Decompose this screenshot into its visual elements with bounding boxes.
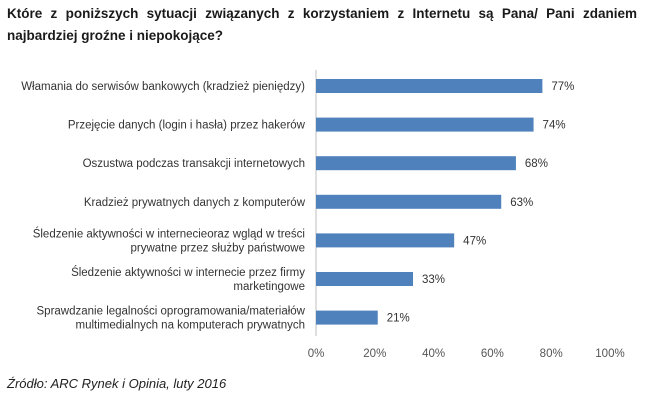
chart-title: Które z poniższych sytuacji związanych z…	[7, 6, 637, 43]
category-label-line: Przejęcie danych (login i hasła) przez h…	[68, 120, 306, 132]
data-label: 77%	[551, 81, 574, 93]
category-label-line: marketingowe	[233, 281, 305, 293]
bar	[316, 156, 516, 171]
category-label: Oszustwa podczas transakcji internetowyc…	[83, 158, 305, 170]
bar	[316, 117, 534, 132]
category-label: Kradzież prywatnych danych z komputerów	[84, 197, 306, 209]
category-label: Śledzenie aktywności w internecie przez …	[71, 266, 305, 293]
category-label-line: Sprawdzanie legalności oprogramowania/ma…	[37, 306, 306, 318]
bar	[316, 233, 455, 248]
x-tick-label: 0%	[308, 348, 325, 360]
category-label-line: Śledzenie aktywności w internecieoraz wg…	[33, 227, 305, 240]
x-tick-label: 80%	[540, 348, 563, 360]
category-label: Włamania do serwisów bankowych (kradzież…	[21, 81, 305, 93]
source-note: Źródło: ARC Rynek i Opinia, luty 2016	[7, 376, 227, 391]
data-label: 33%	[422, 274, 445, 286]
bar	[316, 310, 378, 325]
data-label: 68%	[525, 158, 548, 170]
bar	[316, 194, 502, 209]
data-label: 47%	[463, 235, 486, 247]
x-tick-label: 60%	[481, 348, 504, 360]
category-label-line: Kradzież prywatnych danych z komputerów	[84, 197, 306, 209]
category-label: Przejęcie danych (login i hasła) przez h…	[68, 120, 306, 132]
x-tick-label: 20%	[363, 348, 386, 360]
category-label: Sprawdzanie legalności oprogramowania/ma…	[37, 306, 306, 332]
category-label-line: multimedialnych na komputerach prywatnyc…	[76, 320, 305, 332]
category-label-line: Włamania do serwisów bankowych (kradzież…	[21, 81, 305, 93]
x-tick-label: 100%	[595, 348, 624, 360]
category-label: Śledzenie aktywności w internecieoraz wg…	[33, 227, 305, 254]
x-tick-label: 40%	[422, 348, 445, 360]
category-label-line: prywatne przez służby państwowe	[131, 242, 306, 254]
bar	[316, 272, 414, 286]
data-label: 74%	[543, 120, 566, 132]
category-label-line: Śledzenie aktywności w internecie przez …	[71, 266, 305, 279]
bar	[316, 79, 543, 93]
category-label-line: Oszustwa podczas transakcji internetowyc…	[83, 158, 305, 170]
data-label: 21%	[387, 313, 410, 325]
data-label: 63%	[510, 197, 533, 209]
